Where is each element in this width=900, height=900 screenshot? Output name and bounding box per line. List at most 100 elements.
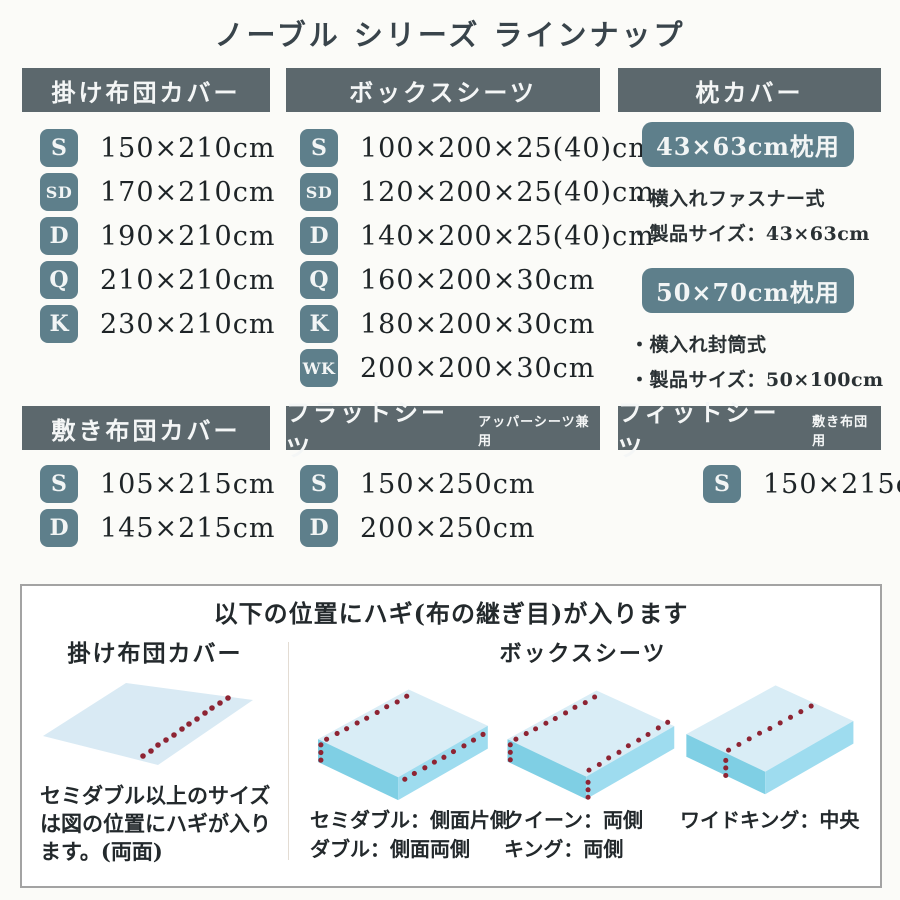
size-row: SD 170×210cm — [40, 170, 275, 214]
size-dimension: 140×200×25(40)cm — [360, 220, 655, 252]
size-row: D 200×250cm — [300, 506, 535, 550]
vertical-divider — [288, 642, 289, 860]
caption-line: クイーン：両側 — [504, 808, 643, 832]
header-fit-sheet-label: フィットシーツ — [618, 398, 780, 462]
seam-dots — [140, 695, 231, 759]
header-box-sheet-label: ボックスシーツ — [349, 77, 537, 107]
size-dimension: 230×210cm — [100, 308, 276, 340]
size-row: K 180×200×30cm — [300, 302, 655, 346]
size-dimension: 100×200×25(40)cm — [360, 132, 655, 164]
caption-line: ます。(両面) — [40, 839, 163, 864]
fit-sheet-size-list: S 150×215cm — [703, 462, 900, 506]
page-title: ノーブル シリーズ ラインナップ — [214, 18, 686, 52]
size-row: D 140×200×25(40)cm — [300, 214, 655, 258]
size-dimension: 145×215cm — [100, 512, 276, 544]
pillow-cover-list: 43×63cm枕用 ・横入れファスナー式 ・製品サイズ：43×63cm 50×7… — [630, 122, 885, 414]
size-dimension: 150×250cm — [360, 468, 536, 500]
caption-line: キング：両側 — [504, 837, 624, 861]
pillow-note: ・製品サイズ：43×63cm — [630, 223, 870, 245]
size-badge: S — [300, 465, 338, 503]
caption-line: は図の位置にハギが入り — [40, 811, 271, 836]
size-row: S 150×250cm — [300, 462, 535, 506]
size-badge: SD — [300, 173, 338, 211]
size-badge: D — [40, 509, 78, 547]
size-badge: K — [300, 305, 338, 343]
header-fitted-duvet-label: 敷き布団カバー — [51, 415, 241, 445]
pillow-note: ・製品サイズ：50×100cm — [630, 369, 884, 391]
box-sheet-seam-illustration-semidouble — [318, 689, 488, 801]
header-flat-sheet-label: フラットシーツ — [286, 398, 448, 462]
size-badge: S — [300, 129, 338, 167]
box-sheet-seam-caption-wideking: ワイドキング：中央 — [680, 806, 859, 835]
size-badge: S — [703, 465, 741, 503]
seam-dots — [723, 703, 814, 779]
seam-duvet-header: 掛け布団カバー — [67, 640, 243, 667]
size-row: D 190×210cm — [40, 214, 275, 258]
size-dimension: 150×210cm — [100, 132, 276, 164]
size-badge: K — [40, 305, 78, 343]
seam-dots — [318, 693, 486, 782]
box-sheet-seam-illustration-queen-king — [507, 690, 675, 800]
header-fit-sheet-note: 敷き布団用 — [812, 415, 869, 449]
caption-line: セミダブル：側面片側 — [310, 808, 510, 832]
size-dimension: 190×210cm — [100, 220, 276, 252]
seam-box-sheet-header: ボックスシーツ — [499, 641, 667, 667]
size-row: D 145×215cm — [40, 506, 275, 550]
size-row: K 230×210cm — [40, 302, 275, 346]
header-flat-sheet: フラットシーツ アッパーシーツ兼用 — [286, 398, 600, 462]
box-sheet-seam-caption-semidouble: セミダブル：側面片側 ダブル：側面両側 — [310, 806, 510, 864]
size-row: S 105×215cm — [40, 462, 275, 506]
box-sheet-seam-illustration-wideking — [686, 685, 854, 795]
size-dimension: 150×215cm — [763, 468, 900, 500]
size-dimension: 105×215cm — [100, 468, 276, 500]
pillow-variant-43x63: 43×63cm枕用 ・横入れファスナー式 ・製品サイズ：43×63cm — [630, 122, 885, 246]
size-dimension: 120×200×25(40)cm — [360, 176, 655, 208]
duvet-cover-seam-illustration — [43, 683, 253, 765]
pillow-note: ・横入れファスナー式 — [630, 188, 826, 210]
seam-note-box: 以下の位置にハギ(布の継ぎ目)が入ります 掛け布団カバー ボックスシーツ セミダ… — [20, 584, 882, 888]
pillow-variant-50x70: 50×70cm枕用 ・横入れ封筒式 ・製品サイズ：50×100cm — [630, 268, 885, 392]
fitted-duvet-size-list: S 105×215cm D 145×215cm — [40, 462, 275, 550]
size-dimension: 200×250cm — [360, 512, 536, 544]
size-badge: WK — [300, 349, 338, 387]
header-duvet-cover: 掛け布団カバー — [22, 68, 270, 112]
pillow-note: ・横入れ封筒式 — [630, 334, 767, 356]
size-row: S 150×210cm — [40, 126, 275, 170]
header-fit-sheet: フィットシーツ 敷き布団用 — [618, 398, 881, 462]
size-badge: D — [300, 217, 338, 255]
box-sheet-seam-caption-queen-king: クイーン：両側 キング：両側 — [504, 806, 643, 864]
size-badge: SD — [40, 173, 78, 211]
header-duvet-cover-label: 掛け布団カバー — [51, 77, 241, 107]
size-dimension: 210×210cm — [100, 264, 276, 296]
caption-line: ダブル：側面両側 — [310, 837, 470, 861]
header-fitted-duvet-cover: 敷き布団カバー — [22, 406, 270, 450]
size-row: Q 160×200×30cm — [300, 258, 655, 302]
seam-note-title: 以下の位置にハギ(布の継ぎ目)が入ります — [213, 599, 689, 628]
size-row: SD 120×200×25(40)cm — [300, 170, 655, 214]
size-dimension: 180×200×30cm — [360, 308, 596, 340]
header-box-sheet: ボックスシーツ — [286, 68, 600, 112]
pillow-size-badge: 43×63cm枕用 — [642, 122, 854, 167]
size-badge: D — [300, 509, 338, 547]
size-badge: Q — [300, 261, 338, 299]
size-badge: S — [40, 129, 78, 167]
size-row: S 100×200×25(40)cm — [300, 126, 655, 170]
size-badge: S — [40, 465, 78, 503]
size-badge: D — [40, 217, 78, 255]
size-row: Q 210×210cm — [40, 258, 275, 302]
size-row: S 150×215cm — [703, 462, 900, 506]
duvet-cover-size-list: S 150×210cm SD 170×210cm D 190×210cm Q 2… — [40, 126, 275, 346]
header-pillow-cover: 枕カバー — [618, 68, 881, 112]
size-dimension: 160×200×30cm — [360, 264, 596, 296]
box-sheet-size-list: S 100×200×25(40)cm SD 120×200×25(40)cm D… — [300, 126, 655, 390]
seam-dots — [507, 694, 671, 800]
size-dimension: 200×200×30cm — [360, 352, 596, 384]
pillow-size-badge: 50×70cm枕用 — [642, 268, 854, 313]
caption-line: ワイドキング：中央 — [680, 808, 860, 832]
size-dimension: 170×210cm — [100, 176, 276, 208]
flat-sheet-size-list: S 150×250cm D 200×250cm — [300, 462, 535, 550]
header-flat-sheet-note: アッパーシーツ兼用 — [478, 415, 590, 449]
size-row: WK 200×200×30cm — [300, 346, 655, 390]
duvet-seam-caption: セミダブル以上のサイズ は図の位置にハギが入り ます。(両面) — [40, 782, 271, 866]
